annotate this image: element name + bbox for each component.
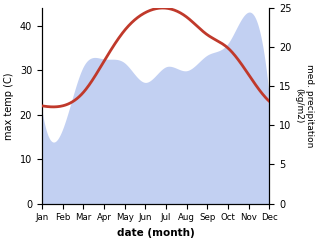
Y-axis label: med. precipitation
(kg/m2): med. precipitation (kg/m2) (294, 64, 314, 148)
Y-axis label: max temp (C): max temp (C) (4, 72, 14, 140)
X-axis label: date (month): date (month) (117, 228, 195, 238)
